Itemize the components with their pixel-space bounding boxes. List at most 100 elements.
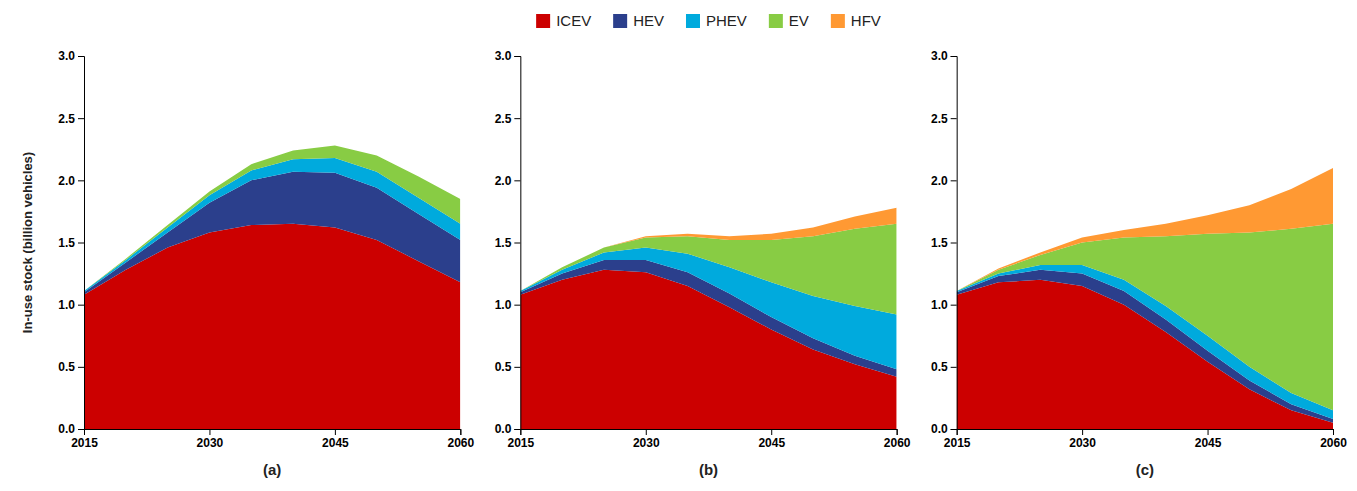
x-axis-tick: 2030 [1069, 429, 1096, 450]
y-axis-tick: 0.0 [58, 422, 84, 436]
y-axis-tick-label: 1.0 [58, 298, 75, 312]
y-axis-tick-label: 1.5 [495, 236, 512, 250]
panel: 2015 2030 2045 2060 0.0 0.5 1.0 1.5 2.0 2.5 3.0 (a)… [20, 49, 475, 478]
y-axis-tick-mark [514, 429, 520, 430]
x-axis-tick-mark [897, 429, 898, 435]
legend-item: HFV [831, 12, 881, 29]
y-axis-tick: 2.0 [931, 174, 957, 188]
y-axis-tick-label: 0.0 [931, 422, 948, 436]
y-axis-tick-mark [78, 118, 84, 119]
x-axis-tick-label: 2030 [1069, 436, 1096, 450]
legend-label: HEV [633, 12, 664, 29]
x-axis-tick-label: 2060 [1320, 436, 1347, 450]
legend-label: ICEV [556, 12, 591, 29]
plot-area [84, 146, 460, 429]
legend: ICEV HEV PHEV EV HFV [536, 12, 881, 29]
legend-item: PHEV [686, 12, 747, 29]
y-axis-tick-mark [78, 180, 84, 181]
y-axis-tick-mark [514, 367, 520, 368]
y-axis-tick-label: 0.0 [495, 422, 512, 436]
x-axis-tick: 2060 [1320, 429, 1347, 450]
x-axis-title: (a) [263, 461, 281, 478]
y-axis-tick-label: 0.5 [495, 360, 512, 374]
x-axis-tick: 2030 [197, 429, 224, 450]
legend-item: ICEV [536, 12, 591, 29]
y-axis-tick-mark [514, 118, 520, 119]
x-axis-tick: 2015 [944, 429, 971, 450]
chart: 2015 2030 2045 2060 0.0 0.5 1.0 1.5 2.0 2.5 3.0 (a)… [0, 0, 1357, 491]
y-axis: 0.00.51.01.52.02.53.0 [931, 49, 957, 436]
y-axis-tick: 1.5 [931, 236, 957, 250]
x-axis-tick-label: 2030 [197, 436, 224, 450]
y-axis-tick-mark [78, 56, 84, 57]
x-axis-tick-mark [1208, 429, 1209, 435]
x-axis-tick-label: 2045 [322, 436, 349, 450]
legend-label: EV [789, 12, 809, 29]
y-axis-tick-mark [514, 243, 520, 244]
area [520, 208, 896, 291]
panel: 20152030204520600.00.51.01.52.02.53.0(c) [931, 49, 1347, 478]
x-axis-line [957, 430, 1333, 436]
y-axis-tick-mark [514, 305, 520, 306]
y-axis-tick-mark [951, 180, 957, 181]
x-axis-tick-mark [771, 429, 772, 435]
x-axis-tick-mark [1333, 429, 1334, 435]
y-axis-tick-label: 2.0 [495, 174, 512, 188]
area [84, 146, 460, 291]
x-axis-tick-mark [460, 429, 461, 435]
x-axis-tick-label: 2060 [447, 436, 474, 450]
y-axis-tick: 2.5 [58, 112, 84, 126]
x-axis-tick: 2060 [884, 429, 911, 450]
legend-label: PHEV [706, 12, 747, 29]
y-axis: 0.0 0.5 1.0 1.5 2.0 2.5 3.0 [58, 49, 84, 436]
y-axis-tick: 2.0 [58, 174, 84, 188]
y-axis-tick-label: 1.5 [931, 236, 948, 250]
y-axis-tick-mark [951, 56, 957, 57]
legend-label: HFV [851, 12, 881, 29]
y-axis-tick: 2.0 [495, 174, 521, 188]
y-axis-tick-mark [78, 429, 84, 430]
x-axis-tick: 2030 [633, 429, 660, 450]
y-axis-tick-label: 2.5 [495, 112, 512, 126]
y-axis-tick-label: 0.0 [58, 422, 75, 436]
y-axis-tick: 1.0 [58, 298, 84, 312]
y-axis-tick-mark [78, 305, 84, 306]
area [84, 146, 460, 291]
y-axis-tick-label: 3.0 [58, 49, 75, 63]
x-axis-tick: 2015 [71, 429, 98, 450]
x-axis-tick-mark [646, 429, 647, 435]
y-axis-tick-label: 1.5 [58, 236, 75, 250]
y-axis-tick-label: 1.0 [495, 298, 512, 312]
y-axis-tick-label: 2.5 [931, 112, 948, 126]
y-axis-line [78, 57, 85, 430]
y-axis-tick: 3.0 [58, 49, 84, 63]
y-axis-tick-mark [951, 305, 957, 306]
y-axis-tick-label: 3.0 [495, 49, 512, 63]
area [957, 224, 1333, 411]
x-axis-tick-label: 2015 [71, 436, 98, 450]
y-axis-tick: 3.0 [495, 49, 521, 63]
y-axis-tick-mark [951, 243, 957, 244]
x-axis-tick-mark [1082, 429, 1083, 435]
x-axis-tick: 2060 [447, 429, 474, 450]
plot-area [520, 208, 896, 429]
y-axis-tick-label: 2.5 [58, 112, 75, 126]
y-axis-title: In-use stock (billion vehicles) [20, 152, 35, 333]
y-axis-tick: 0.0 [495, 422, 521, 436]
y-axis-tick-label: 1.0 [931, 298, 948, 312]
y-axis-tick: 0.5 [58, 360, 84, 374]
y-axis-tick-label: 2.0 [931, 174, 948, 188]
y-axis-tick-mark [78, 367, 84, 368]
y-axis-tick: 0.0 [931, 422, 957, 436]
area [957, 168, 1333, 291]
x-axis-tick-label: 2045 [758, 436, 785, 450]
x-axis: 2015 2030 2045 2060 [944, 429, 1347, 450]
x-axis-tick: 2045 [1195, 429, 1222, 450]
y-axis-tick-label: 0.5 [58, 360, 75, 374]
y-axis-tick-mark [951, 367, 957, 368]
y-axis-tick: 1.0 [495, 298, 521, 312]
legend-swatch [831, 14, 845, 28]
x-axis-tick: 2045 [758, 429, 785, 450]
x-axis-tick-mark [335, 429, 336, 435]
legend-swatch [613, 14, 627, 28]
